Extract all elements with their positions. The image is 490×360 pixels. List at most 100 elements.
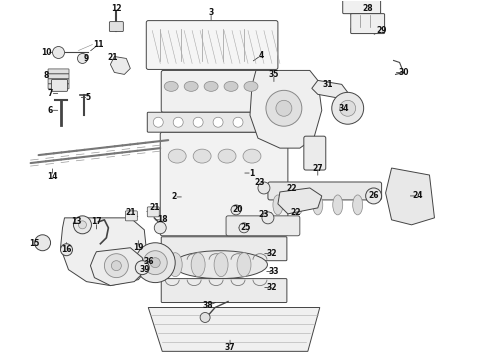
Text: 10: 10: [41, 48, 52, 57]
FancyBboxPatch shape: [125, 211, 137, 221]
Text: 24: 24: [412, 192, 423, 201]
FancyBboxPatch shape: [343, 0, 381, 14]
Ellipse shape: [214, 253, 228, 276]
Circle shape: [61, 244, 73, 256]
Ellipse shape: [353, 195, 363, 215]
Text: 16: 16: [61, 245, 72, 254]
Text: 15: 15: [29, 239, 40, 248]
Circle shape: [366, 188, 382, 204]
Text: 8: 8: [44, 71, 49, 80]
Ellipse shape: [172, 251, 268, 279]
FancyBboxPatch shape: [351, 14, 385, 33]
Text: 3: 3: [208, 8, 214, 17]
Circle shape: [239, 223, 249, 233]
Text: 13: 13: [71, 217, 82, 226]
FancyBboxPatch shape: [161, 237, 287, 261]
Circle shape: [35, 235, 50, 251]
Text: 6: 6: [48, 106, 53, 115]
Text: 34: 34: [339, 104, 349, 113]
Circle shape: [135, 243, 175, 283]
Text: 25: 25: [241, 223, 251, 232]
Circle shape: [173, 117, 183, 127]
Text: 19: 19: [133, 243, 144, 252]
Text: 17: 17: [91, 217, 102, 226]
FancyBboxPatch shape: [147, 21, 278, 69]
Ellipse shape: [333, 195, 343, 215]
Text: 7: 7: [48, 89, 53, 98]
Ellipse shape: [191, 253, 205, 276]
Ellipse shape: [273, 195, 283, 215]
Circle shape: [200, 312, 210, 323]
Text: 18: 18: [157, 215, 168, 224]
Polygon shape: [250, 71, 322, 148]
Circle shape: [154, 222, 166, 234]
Text: 20: 20: [233, 206, 243, 215]
Text: 32: 32: [267, 249, 277, 258]
Text: 4: 4: [258, 51, 264, 60]
Circle shape: [258, 182, 270, 194]
Ellipse shape: [218, 149, 236, 163]
Text: 14: 14: [48, 171, 58, 180]
Text: 22: 22: [287, 184, 297, 193]
FancyBboxPatch shape: [226, 216, 300, 236]
Text: 26: 26: [368, 192, 379, 201]
Ellipse shape: [313, 195, 323, 215]
Text: 21: 21: [149, 203, 160, 212]
Text: 37: 37: [225, 343, 235, 352]
FancyBboxPatch shape: [51, 80, 68, 91]
Text: 22: 22: [291, 208, 301, 217]
Circle shape: [276, 100, 292, 116]
Circle shape: [74, 216, 92, 234]
Circle shape: [78, 221, 86, 229]
FancyBboxPatch shape: [304, 136, 326, 170]
Circle shape: [135, 261, 149, 275]
Circle shape: [143, 251, 167, 275]
FancyBboxPatch shape: [48, 69, 69, 74]
Text: 23: 23: [259, 210, 269, 219]
Polygon shape: [386, 168, 435, 225]
Circle shape: [150, 258, 160, 268]
Text: 23: 23: [255, 179, 265, 188]
Text: 35: 35: [269, 70, 279, 79]
Circle shape: [340, 100, 356, 116]
Ellipse shape: [224, 81, 238, 91]
Ellipse shape: [193, 149, 211, 163]
Text: 30: 30: [398, 68, 409, 77]
Text: 11: 11: [93, 40, 104, 49]
Ellipse shape: [168, 253, 182, 276]
Text: 5: 5: [86, 93, 91, 102]
Ellipse shape: [244, 81, 258, 91]
Ellipse shape: [204, 81, 218, 91]
FancyBboxPatch shape: [268, 182, 382, 200]
Text: 33: 33: [269, 267, 279, 276]
FancyBboxPatch shape: [109, 22, 123, 32]
Circle shape: [332, 92, 364, 124]
Circle shape: [52, 46, 65, 58]
FancyBboxPatch shape: [48, 84, 69, 89]
FancyBboxPatch shape: [147, 112, 267, 132]
Circle shape: [77, 54, 87, 63]
Polygon shape: [91, 248, 144, 285]
Text: 32: 32: [267, 283, 277, 292]
FancyBboxPatch shape: [161, 71, 275, 112]
Ellipse shape: [293, 195, 303, 215]
Text: 39: 39: [139, 265, 149, 274]
Circle shape: [213, 117, 223, 127]
Circle shape: [233, 117, 243, 127]
Text: 1: 1: [249, 168, 255, 177]
Text: 2: 2: [172, 193, 177, 202]
FancyBboxPatch shape: [160, 132, 288, 236]
Circle shape: [104, 254, 128, 278]
Ellipse shape: [168, 149, 186, 163]
FancyBboxPatch shape: [48, 79, 69, 84]
Polygon shape: [278, 188, 322, 214]
Circle shape: [266, 90, 302, 126]
FancyBboxPatch shape: [147, 207, 159, 217]
Ellipse shape: [237, 253, 251, 276]
Text: 21: 21: [125, 208, 136, 217]
Polygon shape: [148, 307, 320, 351]
Polygon shape: [61, 218, 148, 285]
Polygon shape: [312, 80, 348, 98]
Text: 29: 29: [376, 26, 387, 35]
Text: 21: 21: [107, 53, 118, 62]
